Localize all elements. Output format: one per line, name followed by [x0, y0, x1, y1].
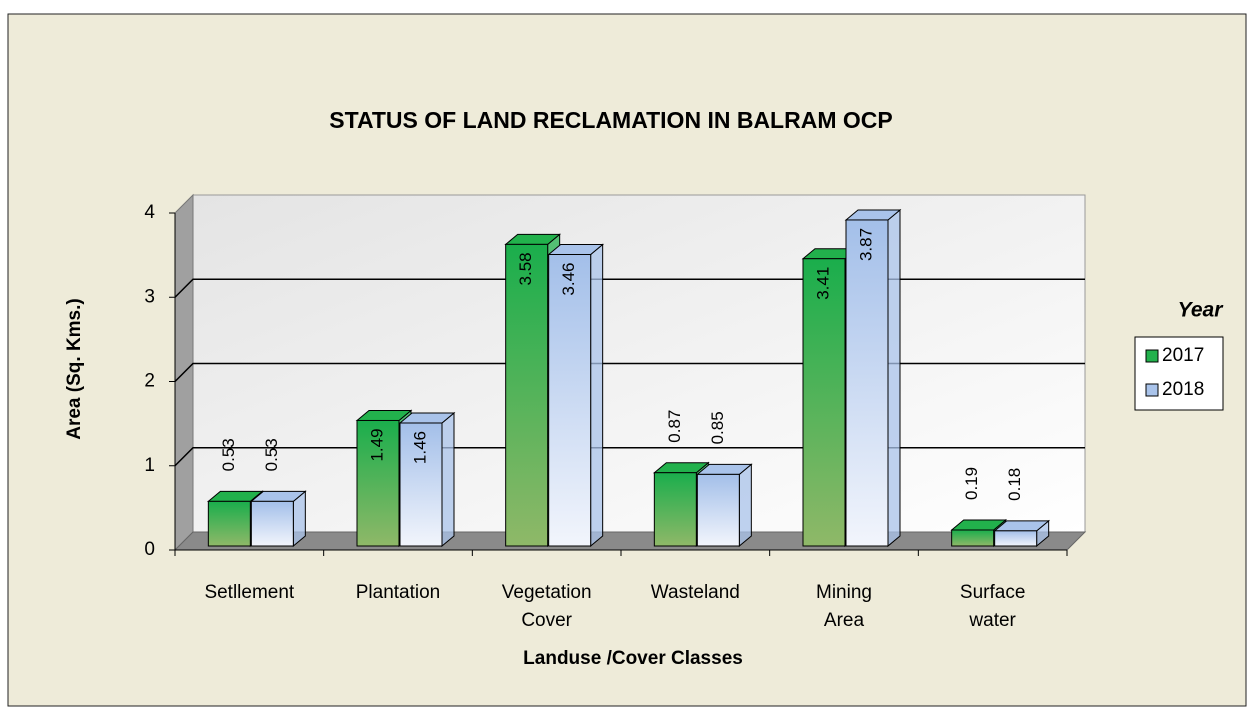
- value-label: 0.87: [665, 410, 684, 443]
- bar-front: [653, 472, 697, 547]
- bar: [206, 490, 264, 548]
- bar-side: [441, 411, 455, 548]
- bar-front: [505, 243, 549, 547]
- legend-swatch: [1145, 383, 1159, 397]
- bar-front: [994, 530, 1038, 547]
- grid-line: [174, 362, 1085, 383]
- bar-front: [802, 258, 846, 547]
- bar-front: [951, 529, 995, 547]
- x-tick-label: Vegetation Cover: [502, 582, 592, 631]
- value-label: 0.19: [962, 467, 981, 500]
- value-label: 0.85: [708, 411, 727, 444]
- bar-front: [696, 473, 740, 547]
- floor: [173, 531, 1087, 551]
- x-axis-title: Landuse /Cover Classes: [523, 648, 743, 669]
- legend-box: [1134, 336, 1224, 411]
- x-tick-label: Mining Area: [816, 582, 872, 631]
- bar-front: [548, 253, 592, 547]
- value-label: 1.46: [410, 431, 429, 464]
- grid-line: [174, 278, 1085, 298]
- chart-title: STATUS OF LAND RECLAMATION IN BALRAM OCP: [329, 107, 892, 133]
- bar: [993, 519, 1051, 548]
- bar-side: [887, 208, 901, 548]
- value-label: 3.46: [559, 262, 578, 295]
- y-tick-label: 0: [144, 539, 155, 560]
- bar-front: [399, 422, 443, 547]
- value-label: 3.41: [813, 267, 832, 300]
- y-tick-label: 4: [144, 202, 155, 223]
- bar: [249, 490, 307, 548]
- bar: [547, 243, 605, 548]
- bar-front: [356, 419, 400, 547]
- legend-label: 2018: [1162, 379, 1204, 400]
- bar: [695, 463, 753, 548]
- bar: [398, 411, 456, 548]
- x-tick-label: Surface water: [960, 582, 1025, 631]
- bar-side: [738, 463, 752, 548]
- bar-front: [845, 219, 889, 547]
- y-tick-label: 1: [144, 455, 155, 476]
- value-label: 1.49: [367, 428, 386, 461]
- bar: [844, 208, 902, 548]
- value-label: 3.87: [856, 228, 875, 261]
- value-label: 0.18: [1005, 468, 1024, 501]
- x-tick-label: Setllement: [204, 582, 294, 603]
- x-tick-label: Plantation: [356, 582, 441, 603]
- legend-label: 2017: [1162, 345, 1204, 366]
- value-label: 0.53: [262, 438, 281, 471]
- value-label: 0.53: [219, 438, 238, 471]
- bar-front: [250, 500, 294, 547]
- grid-line: [174, 447, 1085, 467]
- y-axis-title: Area (Sq. Kms.): [64, 298, 85, 439]
- y-tick-label: 2: [144, 371, 155, 392]
- bar-side: [590, 243, 604, 548]
- x-tick-label: Wasteland: [651, 582, 740, 603]
- y-tick-label: 3: [144, 286, 155, 307]
- legend-swatch: [1145, 349, 1159, 363]
- bar-front: [207, 500, 251, 547]
- legend-title: Year: [1178, 299, 1225, 322]
- value-label: 3.58: [516, 252, 535, 285]
